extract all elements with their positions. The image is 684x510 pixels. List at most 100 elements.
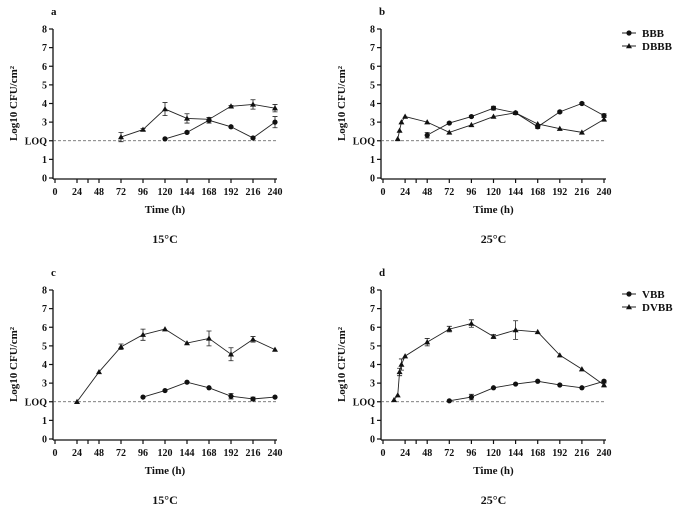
panel-label: c <box>51 267 56 279</box>
panel-d: d 0 1 LOQ 3 4 5 6 7 8 0 24 48 72 96 120 144 168 192 216 240 T… <box>336 267 673 507</box>
data-point <box>424 339 431 345</box>
x-tick-label: 0 <box>381 187 386 198</box>
data-point <box>118 343 124 350</box>
legend-label: VBB <box>642 289 665 301</box>
y-tick-label: 8 <box>42 25 47 36</box>
data-point <box>250 135 256 141</box>
panel-a: a 0 1 LOQ 3 4 5 6 7 8 0 24 48 72 96 120 144 168 192 216 240 T… <box>8 6 283 246</box>
data-point <box>206 116 212 122</box>
x-tick-label: 120 <box>486 187 501 198</box>
x-tick-label: 216 <box>246 187 261 198</box>
x-tick-label: 192 <box>552 187 567 198</box>
data-point <box>272 394 278 400</box>
y-tick-label: LOQ <box>353 397 375 408</box>
data-point <box>578 129 585 135</box>
y-tick-label: LOQ <box>25 136 47 147</box>
x-tick-label: 168 <box>530 448 545 459</box>
x-tick-label: 144 <box>180 187 195 198</box>
x-tick-label: 120 <box>158 187 173 198</box>
y-tick-label: 4 <box>370 99 375 110</box>
data-point <box>601 381 607 388</box>
data-point <box>96 368 102 375</box>
x-tick-label: 24 <box>72 448 82 459</box>
y-tick-label: 6 <box>42 323 47 334</box>
panel-label: b <box>379 6 385 18</box>
x-tick-label: 48 <box>422 448 432 459</box>
y-tick-label: 1 <box>370 155 375 166</box>
data-point <box>579 100 585 107</box>
series-dbbb <box>118 99 278 143</box>
x-tick-label: 120 <box>486 448 501 459</box>
x-tick-label: 216 <box>574 448 589 459</box>
data-point <box>424 119 431 125</box>
y-tick-label: 1 <box>42 416 47 427</box>
y-tick-label: 0 <box>42 435 47 446</box>
data-point <box>394 392 401 398</box>
y-tick-label: 4 <box>370 360 375 371</box>
x-tick-label: 168 <box>202 187 217 198</box>
legend-marker <box>626 43 632 49</box>
data-point <box>490 113 497 119</box>
legend-label: BBB <box>642 28 665 40</box>
data-point <box>424 132 430 138</box>
data-point <box>490 105 497 111</box>
legend-label: DVBB <box>642 302 673 314</box>
data-point <box>556 352 563 358</box>
data-point <box>446 398 452 404</box>
series-line <box>120 103 276 138</box>
data-point <box>162 387 168 394</box>
data-point <box>446 129 453 135</box>
x-tick-label: 96 <box>138 448 148 459</box>
x-tick-label: 48 <box>94 187 104 198</box>
legend-marker <box>626 30 632 36</box>
series-line <box>449 380 605 402</box>
x-axis-title: Time (h) <box>145 204 186 216</box>
panel-caption: 15°C <box>152 232 177 246</box>
y-tick-label: 5 <box>370 80 375 91</box>
y-tick-label: LOQ <box>25 397 47 408</box>
data-point <box>206 335 212 341</box>
x-tick-label: 0 <box>381 448 386 459</box>
y-tick-label: 6 <box>370 323 375 334</box>
y-tick-label: 3 <box>370 379 375 390</box>
data-point <box>513 381 519 387</box>
y-tick-label: 6 <box>370 62 375 73</box>
data-point <box>398 119 405 125</box>
x-tick-label: 0 <box>53 448 58 459</box>
y-tick-label: 0 <box>42 174 47 185</box>
data-point <box>601 113 607 119</box>
y-tick-label: 3 <box>370 118 375 129</box>
data-point <box>184 379 190 385</box>
y-axis-title: Log10 CFU/cm² <box>8 326 20 402</box>
x-tick-label: 96 <box>466 187 476 198</box>
data-point <box>140 331 146 337</box>
series-dbbb <box>394 109 607 142</box>
x-tick-label: 96 <box>466 448 476 459</box>
panel-b: b 0 1 LOQ 3 4 5 6 7 8 0 24 48 72 96 120 144 168 192 216 240 T… <box>336 6 673 246</box>
panel-caption: 25°C <box>481 232 506 246</box>
x-tick-label: 72 <box>444 187 454 198</box>
x-tick-label: 120 <box>158 448 173 459</box>
x-tick-label: 192 <box>224 448 239 459</box>
x-tick-label: 144 <box>508 187 523 198</box>
x-axis-title: Time (h) <box>145 465 186 477</box>
data-point <box>446 120 452 126</box>
data-point <box>601 116 607 122</box>
x-tick-label: 192 <box>552 448 567 459</box>
data-point <box>250 101 256 107</box>
y-tick-label: 4 <box>42 360 47 371</box>
data-point <box>272 119 278 125</box>
y-tick-label: 3 <box>42 118 47 129</box>
x-tick-label: 72 <box>116 187 126 198</box>
panel-c: c 0 1 LOQ 3 4 5 6 7 8 0 24 48 72 96 120 144 168 192 216 240 T… <box>8 267 283 507</box>
x-tick-label: 192 <box>224 187 239 198</box>
data-point <box>162 106 168 112</box>
y-tick-label: 4 <box>42 99 47 110</box>
data-point <box>391 396 398 403</box>
data-point <box>118 134 124 140</box>
series-dvbb <box>391 319 607 403</box>
y-axis-title: Log10 CFU/cm² <box>336 65 348 141</box>
data-point <box>468 320 475 326</box>
y-tick-label: 3 <box>42 379 47 390</box>
